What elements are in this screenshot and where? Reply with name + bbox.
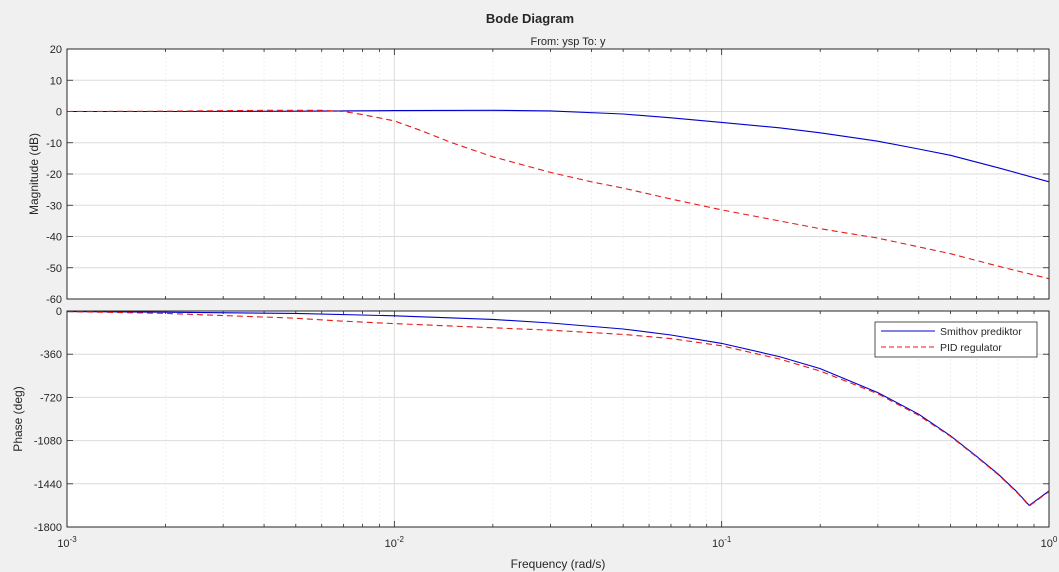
magnitude-tick-labels: 20 10 0 -10 -20 -30 -40 -50 -60: [46, 44, 62, 306]
legend-label-smith: Smithov prediktor: [940, 326, 1022, 338]
phase-axes-frame: [66, 310, 1050, 528]
y-tick-label: 0: [56, 107, 62, 119]
smithov-prediktor-magnitude-line: [67, 109, 1050, 183]
y-tick-label: -40: [46, 232, 62, 244]
x-axis-label: Frequency (rad/s): [511, 557, 606, 571]
x-tick-label: 100: [1041, 535, 1058, 550]
legend-label-pid: PID regulator: [940, 342, 1002, 354]
y-tick-label: -1440: [34, 479, 62, 491]
x-tick-label: 10-1: [712, 535, 732, 550]
magnitude-lines: [66, 109, 1050, 280]
y-tick-label: 20: [50, 44, 62, 56]
x-tick-labels: 10-3 10-2 10-1 100: [57, 535, 1058, 550]
phase-tick-labels: 0 -360 -720 -1080 -1440 -1800: [34, 306, 62, 534]
phase-ylabel: Phase (deg): [11, 386, 25, 451]
x-tick-label: 10-3: [57, 535, 77, 550]
y-tick-label: -60: [46, 294, 62, 306]
y-tick-label: -360: [40, 349, 62, 361]
pid-regulator-magnitude-line: [66, 109, 1050, 280]
phase-lines: [66, 311, 1050, 507]
chart-subtitle: From: ysp To: y: [531, 36, 606, 48]
y-tick-label: -1080: [34, 436, 62, 448]
x-tick-label: 10-2: [385, 535, 405, 550]
magnitude-ylabel: Magnitude (dB): [27, 133, 41, 215]
y-tick-label: 0: [56, 306, 62, 318]
chart-title: Bode Diagram: [486, 11, 574, 26]
legend: Smithov prediktor PID regulator: [874, 321, 1038, 358]
y-tick-label: -50: [46, 263, 62, 275]
legend-box: [874, 321, 1038, 358]
pid-regulator-phase-line: [66, 311, 1050, 507]
y-tick-label: -10: [46, 138, 62, 150]
magnitude-axes-frame: [66, 48, 1050, 300]
y-tick-label: -20: [46, 169, 62, 181]
y-tick-label: -1800: [34, 522, 62, 534]
y-tick-label: -720: [40, 392, 62, 404]
y-tick-label: -30: [46, 200, 62, 212]
y-tick-label: 10: [50, 75, 62, 87]
